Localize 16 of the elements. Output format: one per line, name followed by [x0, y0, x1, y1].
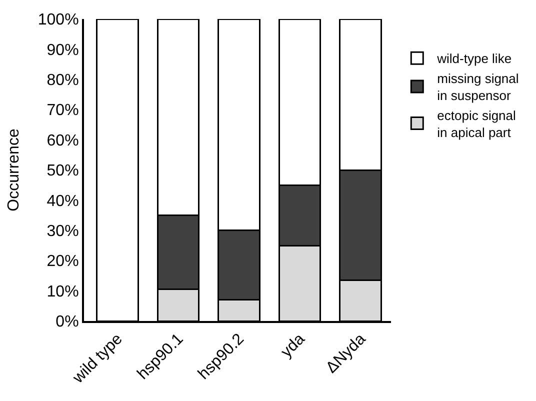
y-tick-label: 80%	[46, 72, 79, 89]
legend-label: wild-type like	[436, 51, 512, 66]
y-tick-label: 30%	[46, 223, 79, 240]
y-tick-label: 60%	[46, 132, 79, 150]
legend-label: ectopic signal in apical part	[437, 108, 516, 140]
y-tick-label: 90%	[46, 42, 79, 59]
y-tick-label: 0%	[56, 314, 79, 331]
x-tick-label: wild type	[69, 330, 126, 388]
y-tick-label: 100%	[38, 12, 79, 29]
x-tick-label: yda	[278, 330, 308, 361]
y-tick-label: 70%	[46, 102, 79, 120]
y-tick-label: 10%	[46, 283, 79, 300]
y-tick-label: 50%	[46, 162, 79, 180]
y-tick-label: 40%	[46, 192, 79, 210]
y-axis-title: Occurrence	[5, 128, 22, 212]
y-tick-label: 20%	[46, 253, 79, 270]
